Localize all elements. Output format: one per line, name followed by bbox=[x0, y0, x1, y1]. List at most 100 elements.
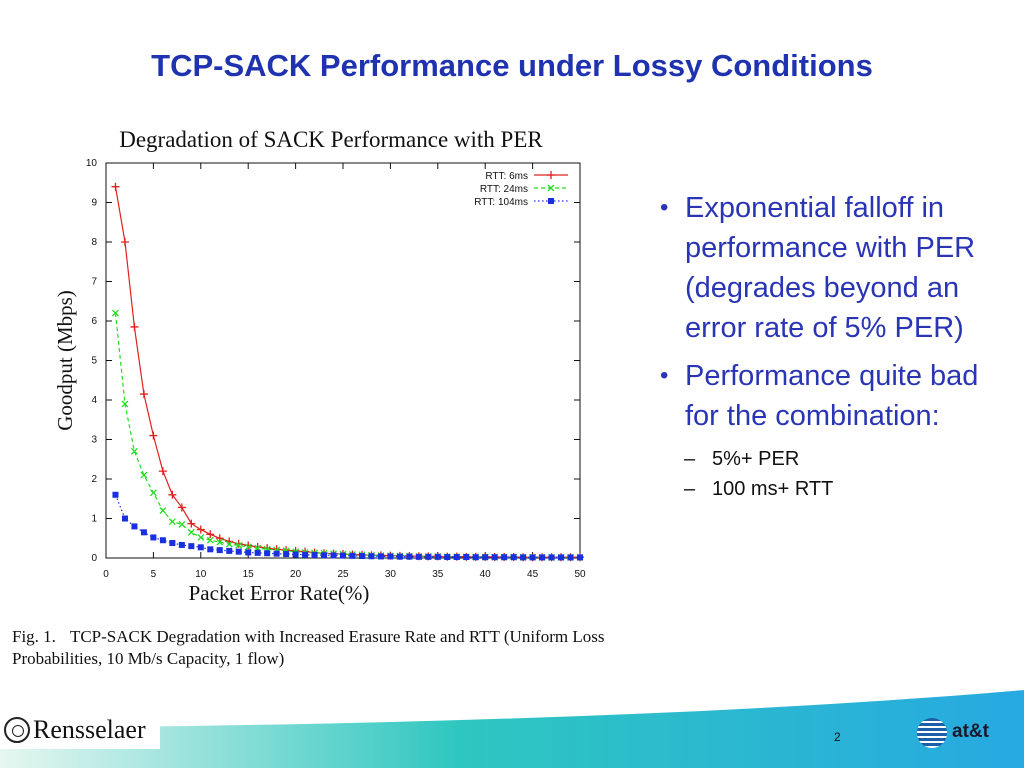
footer-wave bbox=[0, 690, 1024, 768]
data-point bbox=[168, 518, 176, 526]
page-number: 2 bbox=[834, 730, 841, 744]
data-point bbox=[226, 547, 233, 554]
dash-icon: – bbox=[684, 478, 696, 500]
data-point bbox=[330, 552, 337, 559]
att-globe-icon bbox=[917, 718, 947, 748]
legend-label: RTT: 104ms bbox=[474, 197, 528, 208]
rensselaer-logo-text: Rensselaer bbox=[33, 715, 146, 744]
bullet-dot-icon: • bbox=[660, 194, 669, 221]
data-point bbox=[472, 554, 479, 561]
dash-icon: – bbox=[684, 448, 696, 470]
x-tick-label: 15 bbox=[243, 569, 255, 580]
data-point bbox=[150, 534, 157, 541]
data-point bbox=[283, 551, 290, 558]
data-point bbox=[444, 554, 451, 561]
data-point bbox=[112, 309, 119, 317]
data-point bbox=[159, 507, 167, 515]
data-point bbox=[558, 554, 565, 561]
data-point bbox=[188, 543, 195, 550]
legend-label: RTT: 24ms bbox=[480, 184, 528, 195]
x-axis-label: Packet Error Rate(%) bbox=[189, 581, 370, 605]
x-tick-label: 20 bbox=[290, 569, 302, 580]
x-tick-label: 30 bbox=[385, 569, 397, 580]
data-point bbox=[197, 534, 205, 541]
figure-label: Fig. 1. bbox=[12, 627, 56, 646]
sub-bullet-item: – 5%+ PER bbox=[660, 444, 1005, 474]
x-tick-label: 40 bbox=[480, 569, 492, 580]
data-point bbox=[235, 541, 243, 549]
figure-caption-text: TCP-SACK Degradation with Increased Eras… bbox=[12, 627, 605, 668]
data-point bbox=[463, 554, 470, 561]
sub-bullet-list: – 5%+ PER – 100 ms+ RTT bbox=[660, 444, 1005, 504]
data-point bbox=[415, 553, 422, 560]
data-point bbox=[130, 447, 138, 455]
data-point bbox=[131, 523, 138, 530]
data-point bbox=[225, 540, 233, 548]
data-point bbox=[139, 390, 148, 399]
data-point bbox=[244, 543, 252, 551]
rensselaer-logo: Rensselaer bbox=[0, 713, 160, 749]
legend-label: RTT: 6ms bbox=[485, 171, 528, 182]
data-point bbox=[377, 553, 384, 560]
data-point bbox=[396, 553, 403, 560]
data-point bbox=[501, 554, 508, 561]
data-point bbox=[311, 552, 318, 559]
data-point bbox=[177, 503, 186, 512]
chart-title: Degradation of SACK Performance with PER bbox=[119, 127, 543, 152]
data-point bbox=[158, 467, 167, 476]
data-point bbox=[539, 554, 546, 561]
series-line bbox=[114, 186, 580, 558]
sub-bullet-item: – 100 ms+ RTT bbox=[660, 474, 1005, 504]
sub-bullet-text: 100 ms+ RTT bbox=[712, 478, 834, 500]
y-tick-label: 8 bbox=[91, 237, 97, 248]
y-tick-label: 6 bbox=[91, 316, 97, 327]
data-point bbox=[235, 548, 242, 555]
data-point bbox=[234, 539, 243, 548]
data-point bbox=[482, 554, 489, 561]
legend-swatch-marker bbox=[548, 198, 554, 204]
data-point bbox=[178, 520, 186, 528]
y-tick-label: 5 bbox=[91, 356, 97, 367]
y-tick-label: 9 bbox=[91, 198, 97, 209]
data-point bbox=[510, 554, 517, 561]
x-tick-label: 25 bbox=[337, 569, 349, 580]
data-point bbox=[121, 400, 129, 408]
data-point bbox=[112, 491, 119, 498]
data-point bbox=[215, 534, 224, 543]
y-tick-label: 1 bbox=[91, 514, 97, 525]
data-point bbox=[169, 539, 176, 546]
data-point bbox=[387, 553, 394, 560]
data-point bbox=[434, 553, 441, 560]
legend-swatch-marker bbox=[547, 171, 555, 179]
figure-caption: Fig. 1. TCP-SACK Degradation with Increas… bbox=[12, 626, 652, 670]
att-logo-text: at&t bbox=[952, 721, 989, 742]
data-point bbox=[406, 553, 413, 560]
data-point bbox=[453, 554, 460, 561]
data-point bbox=[187, 528, 195, 536]
data-point bbox=[120, 238, 129, 246]
goodput-chart: Degradation of SACK Performance with PER… bbox=[53, 127, 586, 605]
y-tick-label: 7 bbox=[91, 277, 97, 288]
x-tick-label: 0 bbox=[103, 569, 109, 580]
bullet-item: • Exponential falloff in performance wit… bbox=[660, 188, 1005, 348]
data-point bbox=[567, 554, 574, 561]
data-point bbox=[273, 550, 280, 557]
data-point bbox=[207, 546, 214, 553]
y-tick-label: 3 bbox=[91, 435, 97, 446]
data-point bbox=[111, 182, 120, 191]
data-point bbox=[264, 550, 271, 557]
data-point bbox=[292, 551, 299, 558]
data-point bbox=[206, 536, 214, 544]
data-point bbox=[425, 553, 432, 560]
data-point bbox=[368, 553, 375, 560]
data-point bbox=[168, 490, 177, 499]
data-point bbox=[245, 549, 252, 556]
data-point bbox=[121, 515, 128, 522]
data-point bbox=[577, 554, 583, 561]
legend-swatch-marker bbox=[547, 184, 555, 192]
data-point bbox=[196, 525, 205, 534]
y-tick-label: 2 bbox=[91, 474, 97, 485]
data-point bbox=[244, 541, 253, 550]
data-point bbox=[216, 538, 224, 546]
data-point bbox=[254, 549, 261, 556]
